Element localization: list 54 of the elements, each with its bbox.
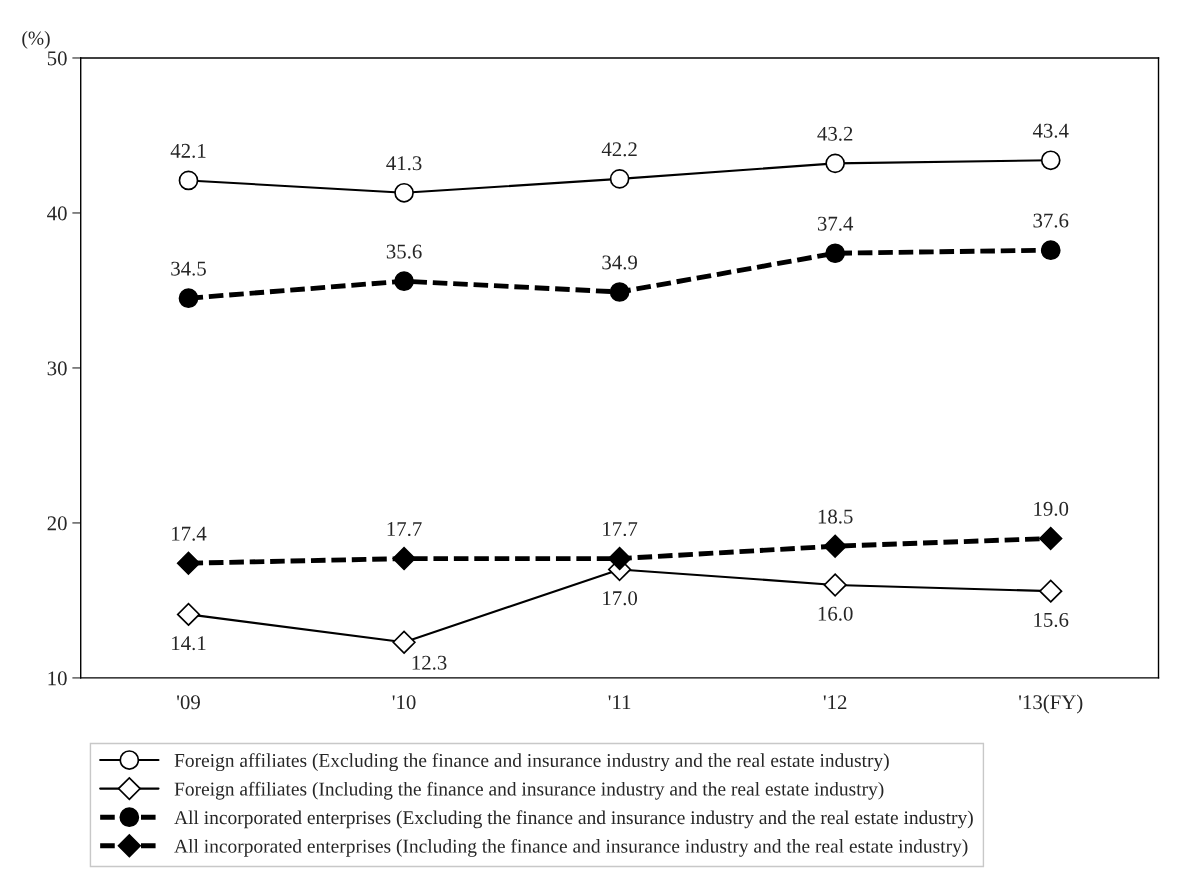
point bbox=[1039, 579, 1063, 603]
data-label: 42.2 bbox=[601, 142, 637, 157]
point bbox=[1040, 150, 1061, 171]
point bbox=[1039, 526, 1063, 551]
y-tick-label: 40 bbox=[47, 206, 67, 221]
point bbox=[607, 546, 632, 571]
point bbox=[609, 282, 630, 302]
data-label: 12.3 bbox=[412, 655, 447, 670]
y-tick-label: 50 bbox=[47, 51, 67, 66]
data-label: 34.5 bbox=[171, 261, 206, 276]
data-label: 14.1 bbox=[172, 636, 206, 651]
legend-label: Foreign affiliates (Including the finance and insurance industry and the real estate industry) bbox=[174, 781, 884, 800]
data-label: 17.4 bbox=[172, 526, 207, 541]
data-label: 17.0 bbox=[603, 591, 638, 606]
point bbox=[394, 271, 414, 292]
point bbox=[176, 551, 201, 575]
point bbox=[1040, 240, 1061, 261]
data-label: 43.2 bbox=[817, 126, 853, 141]
data-label: 35.6 bbox=[386, 244, 422, 259]
x-tick-label: '12 bbox=[823, 695, 847, 710]
data-label: 41.3 bbox=[386, 156, 422, 171]
data-label: 34.9 bbox=[602, 255, 637, 270]
x-tick-label: '11 bbox=[608, 695, 631, 710]
data-label: 37.6 bbox=[1033, 213, 1069, 228]
y-tick-label: 10 bbox=[48, 671, 67, 686]
point bbox=[823, 534, 847, 558]
data-label: 37.4 bbox=[817, 216, 854, 231]
point bbox=[178, 170, 199, 191]
point bbox=[392, 546, 416, 571]
data-label: 17.7 bbox=[603, 522, 638, 537]
point bbox=[178, 288, 199, 309]
data-label: 16.0 bbox=[818, 606, 853, 621]
x-tick-label: '10 bbox=[392, 695, 416, 710]
data-label: 43.4 bbox=[1032, 123, 1069, 138]
x-tick-label: '13(FY) bbox=[1019, 694, 1083, 714]
legend-label: All incorporated enterprises (Excluding the finance and insurance industry and the real estate industry) bbox=[174, 810, 973, 829]
data-label: 17.7 bbox=[387, 522, 422, 537]
data-label: 19.0 bbox=[1034, 501, 1069, 516]
legend-label: All incorporated enterprises (Including the finance and insurance industry and the real estate industry) bbox=[174, 838, 968, 857]
point bbox=[823, 573, 847, 597]
data-label: 42.1 bbox=[170, 143, 206, 158]
point bbox=[825, 153, 846, 174]
y-tick-label: 20 bbox=[47, 516, 67, 531]
legend-label: Foreign affiliates (Excluding the finance and insurance industry and the real estate industry) bbox=[174, 753, 889, 772]
data-label: 18.5 bbox=[818, 509, 853, 524]
data-label: 15.6 bbox=[1034, 612, 1069, 627]
y-axis-title: (%) bbox=[22, 31, 50, 49]
point bbox=[392, 630, 416, 654]
x-tick-label: '09 bbox=[177, 695, 200, 710]
y-tick-label: 30 bbox=[47, 361, 67, 376]
point bbox=[394, 182, 414, 203]
point bbox=[609, 169, 630, 189]
point bbox=[176, 602, 201, 627]
point bbox=[825, 243, 846, 264]
